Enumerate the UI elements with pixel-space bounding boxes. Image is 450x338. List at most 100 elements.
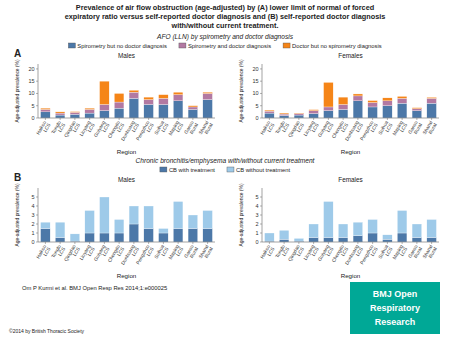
x-tick (387, 242, 388, 244)
bar (100, 105, 110, 111)
bar (100, 111, 110, 118)
bar (129, 98, 139, 118)
y-tick-label: 0 (255, 115, 258, 121)
bar (55, 238, 65, 243)
journal-name: Respiratory (370, 303, 420, 313)
title: Prevalence of air flow obstruction (age-… (76, 3, 374, 12)
bar (383, 235, 393, 240)
x-tick (431, 242, 432, 244)
bar (309, 109, 319, 111)
x-axis (38, 242, 215, 243)
bar (100, 81, 110, 104)
legend-entry: CB with treatment (169, 167, 215, 173)
y-tick (260, 93, 262, 94)
x-tick (207, 118, 208, 120)
bar (70, 234, 80, 241)
bar (129, 224, 139, 242)
y-tick (260, 118, 262, 119)
x-tick (60, 242, 61, 244)
bar (188, 229, 198, 243)
x-tick (416, 242, 417, 244)
bar (159, 229, 169, 234)
x-tick (313, 242, 314, 244)
bar (338, 97, 348, 104)
y-tick-label: 2 (255, 221, 258, 227)
x-tick (207, 242, 208, 244)
legend-entry: CB without treatment (236, 167, 291, 173)
y-tick-label: 4 (255, 203, 258, 209)
bar (114, 108, 124, 118)
bar (70, 114, 80, 118)
bar (41, 108, 51, 109)
bar (338, 224, 348, 238)
bar (412, 238, 422, 243)
x-tick (402, 118, 403, 120)
y-tick-label: 0 (31, 239, 34, 245)
copyright: ©2014 by British Thoracic Society (9, 328, 85, 334)
bar (353, 236, 363, 242)
bar (427, 103, 437, 118)
y-tick-label: 4 (31, 203, 34, 209)
bar (159, 98, 169, 104)
x-axis (262, 242, 439, 243)
y-tick-label: 0 (255, 239, 258, 245)
x-tick (328, 118, 329, 120)
x-tick-label: GansuRural (407, 244, 423, 262)
y-tick (260, 81, 262, 82)
bar (383, 101, 393, 106)
bar (144, 97, 154, 99)
bar (397, 103, 407, 118)
y-tick (260, 68, 262, 69)
y-tick-label: 10 (252, 90, 258, 96)
x-tick-label: MapingLCS (392, 120, 409, 139)
bar (85, 108, 95, 109)
y-tick-label: 3 (255, 212, 258, 218)
bar (427, 97, 437, 99)
bars (265, 82, 437, 118)
bar (368, 220, 378, 234)
bar (173, 101, 183, 118)
x-tick-label: QingdaoLCS (287, 120, 305, 141)
x-tick-label: HaikouLCS (35, 120, 51, 138)
bar (353, 222, 363, 236)
x-tick-label: SuihuaLCS (153, 120, 169, 138)
x-tick-label: ShanxiRural (198, 120, 214, 138)
panel-title: Males (118, 176, 135, 183)
y-tick-label: 5 (31, 103, 34, 109)
bar (279, 114, 289, 115)
legend-entry: Spirometry but no doctor diagnosis (77, 43, 167, 49)
bar (129, 90, 139, 92)
y-tick-label: 0 (31, 115, 34, 121)
citation: Om P Kurmi et al. BMJ Open Resp Res 2014… (22, 285, 167, 291)
x-tick (357, 242, 358, 244)
bar (353, 101, 363, 118)
bar (173, 229, 183, 243)
bar (70, 112, 80, 114)
y-tick (260, 224, 262, 225)
bars (41, 81, 213, 118)
y-tick-label: 3 (31, 212, 34, 218)
bar (203, 93, 213, 99)
bar (159, 233, 169, 242)
y-tick (260, 242, 262, 243)
bar (265, 110, 275, 112)
x-tick (163, 242, 164, 244)
x-tick (402, 242, 403, 244)
x-tick (178, 242, 179, 244)
y-tick (36, 93, 38, 94)
y-tick (36, 233, 38, 234)
bar (55, 115, 65, 118)
bar (173, 95, 183, 101)
bar (383, 98, 393, 101)
y-axis (262, 64, 263, 118)
bar (114, 102, 124, 108)
y-tick-label: 10 (28, 90, 34, 96)
x-tick (298, 242, 299, 244)
x-tick-label: SuihuaLCS (377, 120, 393, 138)
bar (412, 107, 422, 109)
bar (85, 233, 95, 242)
x-tick (313, 118, 314, 120)
x-tick (269, 242, 270, 244)
panel: AFO (LLN) by spirometry and doctor diagn… (14, 33, 382, 155)
bar (279, 230, 289, 239)
